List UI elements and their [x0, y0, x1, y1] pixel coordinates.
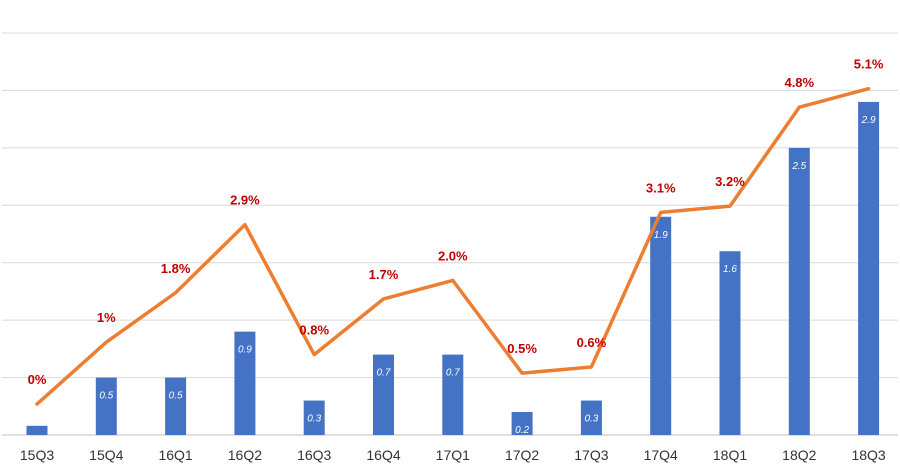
x-tick-label: 18Q1 [713, 447, 747, 463]
bar [719, 251, 741, 435]
x-tick-label: 17Q2 [505, 447, 539, 463]
line-value-label: 0.5% [507, 341, 537, 356]
line-value-label: 1.7% [369, 267, 399, 282]
x-tick-label: 15Q4 [89, 447, 123, 463]
bar [788, 147, 810, 435]
bar [580, 400, 602, 435]
x-tick-label: 15Q3 [20, 447, 54, 463]
bar-value-label: 0.7 [377, 368, 391, 379]
line-value-label: 4.8% [784, 75, 814, 90]
x-tick-label: 17Q3 [574, 447, 608, 463]
x-tick-label: 17Q4 [644, 447, 678, 463]
x-tick-label: 16Q1 [158, 447, 192, 463]
line-value-label: 5.1% [854, 57, 884, 72]
bar-value-label: 2.9 [861, 115, 876, 126]
line-value-label: 2.0% [438, 248, 468, 263]
x-tick-label: 16Q3 [297, 447, 331, 463]
bar [442, 354, 464, 435]
line-value-label: 1.8% [161, 261, 191, 276]
bar [165, 377, 187, 435]
bar-value-label: 0.2 [515, 425, 529, 436]
x-tick-label: 16Q2 [228, 447, 262, 463]
bar [650, 216, 672, 435]
line-value-label: 0% [28, 372, 47, 387]
bar-value-label: 0.3 [584, 414, 598, 425]
line-value-label: 0.6% [577, 335, 607, 350]
x-tick-label: 17Q1 [436, 447, 470, 463]
bar-value-label: 2.5 [791, 161, 806, 172]
bar-value-label: 0.3 [307, 414, 321, 425]
bar-value-label: 0.7 [446, 368, 460, 379]
bar-value-label: 0.5 [169, 391, 183, 402]
line-value-label: 2.9% [230, 193, 260, 208]
bar [511, 412, 533, 435]
line-value-label: 3.2% [715, 174, 745, 189]
bar-value-label: 0.5 [99, 391, 113, 402]
x-tick-label: 18Q2 [782, 447, 816, 463]
bar-value-label: 0.9 [238, 345, 252, 356]
bar-value-label: 1.6 [723, 264, 737, 275]
bar [373, 354, 394, 435]
line-value-label: 1% [97, 310, 116, 325]
line-value-label: 0.8% [299, 323, 329, 338]
x-tick-label: 16Q4 [366, 447, 400, 463]
bar-value-label: 1.9 [654, 230, 668, 241]
bar [234, 331, 256, 435]
bar [26, 425, 48, 435]
x-tick-label: 18Q3 [851, 447, 885, 463]
line-value-label: 3.1% [646, 180, 676, 195]
bar [303, 400, 325, 435]
bar [95, 377, 117, 435]
bar [858, 101, 880, 436]
series-line [35, 86, 871, 406]
